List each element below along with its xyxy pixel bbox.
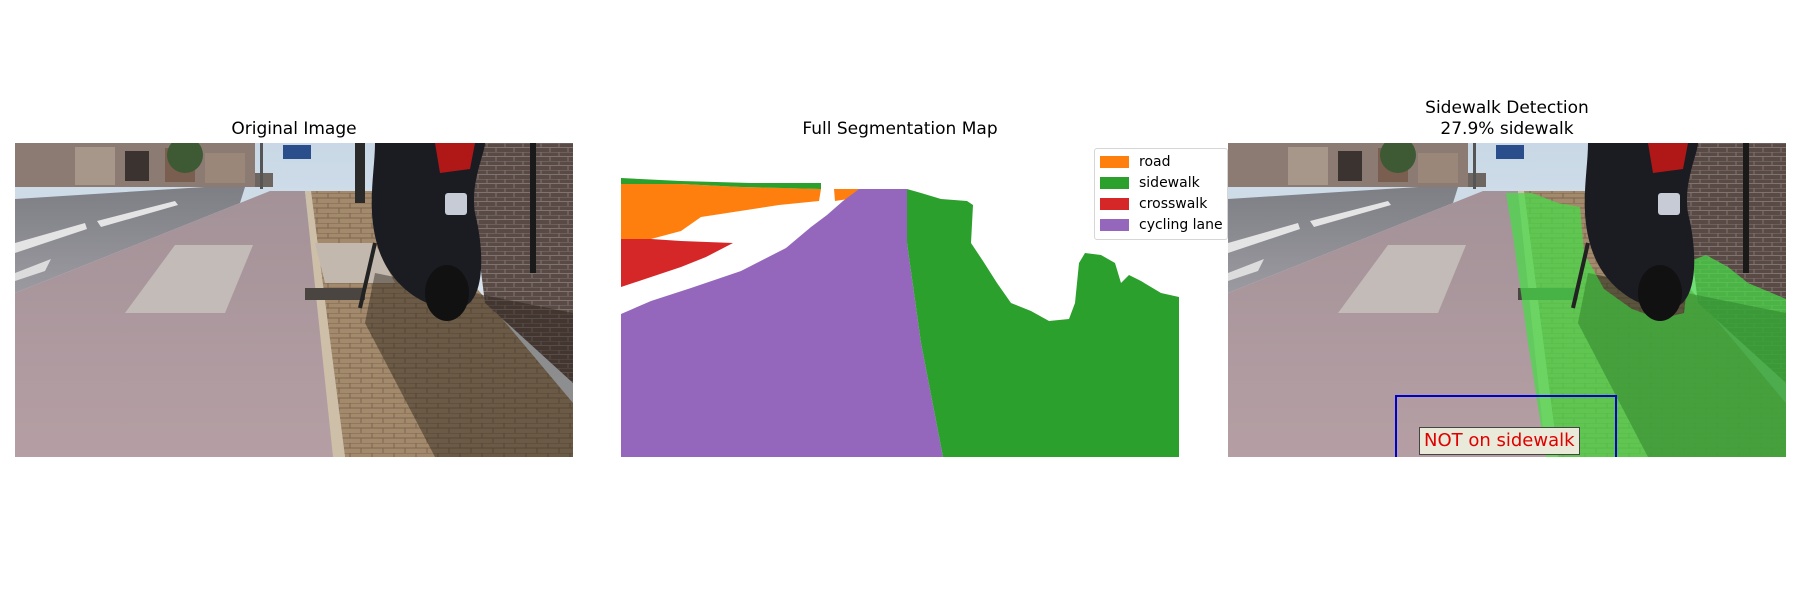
legend-item-sidewalk: sidewalk [1100, 174, 1200, 192]
original-image [15, 143, 573, 457]
segmentation-map [621, 143, 1179, 457]
status-label: NOT on sidewalk [1419, 427, 1580, 455]
legend-label-cycling-lane: cycling lane [1139, 217, 1223, 233]
crosswalk-region [621, 239, 733, 287]
legend-swatch-road [1100, 156, 1129, 168]
cycling-lane-region [621, 189, 943, 457]
street-photo-overlay [1228, 143, 1786, 457]
sidewalk-region [621, 178, 821, 189]
sidewalk-region [907, 189, 1179, 457]
legend-swatch-cycling-lane [1100, 219, 1129, 231]
segmentation-legend: road sidewalk crosswalk cycling lane [1094, 148, 1228, 240]
legend-label-sidewalk: sidewalk [1139, 175, 1200, 191]
legend-swatch-crosswalk [1100, 198, 1129, 210]
segmentation-title: Full Segmentation Map [802, 119, 998, 139]
legend-item-crosswalk: crosswalk [1100, 195, 1207, 213]
legend-swatch-sidewalk [1100, 177, 1129, 189]
segmentation-mask [621, 143, 1179, 457]
legend-label-crosswalk: crosswalk [1139, 196, 1208, 212]
detection-box [1395, 395, 1617, 457]
legend-item-road: road [1100, 153, 1170, 171]
legend-item-cycling-lane: cycling lane [1100, 216, 1223, 234]
detection-sidewalk-percent: 27.9% sidewalk [1440, 119, 1574, 139]
legend-label-road: road [1139, 154, 1171, 170]
detection-title-line1: Sidewalk Detection [1425, 98, 1589, 118]
street-photo [15, 143, 573, 457]
sidewalk-overlay [1506, 193, 1786, 457]
detection-image [1228, 143, 1786, 457]
detection-title: Sidewalk Detection 27.9% sidewalk [1228, 98, 1786, 140]
road-region [621, 184, 821, 239]
original-image-title: Original Image [231, 119, 357, 139]
